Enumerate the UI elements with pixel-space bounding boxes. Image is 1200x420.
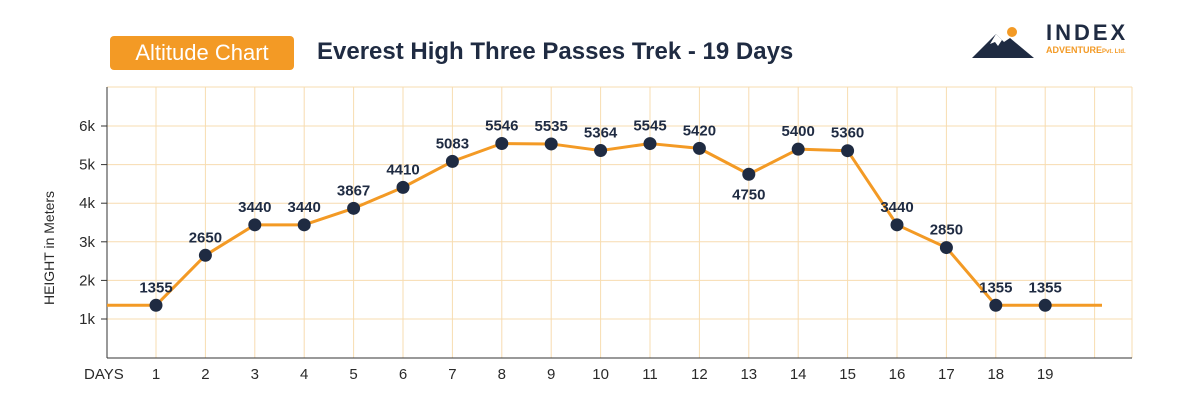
brand-sub-main: ADVENTURE — [1046, 45, 1103, 55]
data-point-day-19 — [1038, 298, 1052, 312]
data-point-day-7 — [445, 154, 459, 168]
data-label-day-13: 4750 — [732, 186, 765, 203]
grid — [107, 86, 1133, 358]
y-tick-label-4k: 4k — [79, 195, 95, 212]
data-label-day-9: 5535 — [535, 118, 568, 135]
data-labels: 1355 2650 3440 3440 3867 4410 5083 5546 5535 5364… — [139, 118, 1062, 297]
x-tick-label-3: 3 — [251, 366, 259, 383]
y-tick-label-3k: 3k — [79, 234, 95, 251]
x-tick-label-12: 12 — [691, 366, 708, 383]
data-label-day-15: 5360 — [831, 125, 864, 142]
x-tick-label-15: 15 — [839, 366, 856, 383]
x-tick-label-4: 4 — [300, 366, 308, 383]
data-point-day-2 — [198, 248, 212, 262]
data-point-day-12 — [692, 141, 706, 155]
x-tick-label-13: 13 — [740, 366, 757, 383]
brand-sub-suffix: Pvt. Ltd. — [1102, 49, 1126, 55]
data-label-day-3: 3440 — [238, 199, 271, 216]
data-point-day-1 — [149, 298, 163, 312]
x-axis-title: DAYS — [84, 366, 124, 383]
data-point-day-6 — [396, 180, 410, 194]
x-tick-label-6: 6 — [399, 366, 407, 383]
data-label-day-11: 5545 — [633, 118, 666, 135]
x-tick-label-19: 19 — [1037, 366, 1054, 383]
data-label-day-4: 3440 — [288, 199, 321, 216]
data-label-day-17: 2850 — [930, 222, 963, 239]
data-label-day-18: 1355 — [979, 279, 1012, 296]
data-point-day-11 — [643, 137, 657, 151]
data-point-day-16 — [890, 218, 904, 232]
x-tick-label-9: 9 — [547, 366, 555, 383]
data-label-day-1: 1355 — [139, 279, 172, 296]
data-point-day-8 — [495, 137, 509, 151]
data-point-day-17 — [939, 241, 953, 255]
data-point-day-3 — [248, 218, 262, 232]
data-point-day-13 — [742, 167, 756, 181]
data-label-day-12: 5420 — [683, 122, 716, 139]
data-points — [149, 137, 1052, 312]
x-tick-label-1: 1 — [152, 366, 160, 383]
y-axis-title: HEIGHT in Meters — [41, 191, 57, 305]
mountain-sun-logo-icon — [972, 27, 1034, 58]
x-tick-label-17: 17 — [938, 366, 955, 383]
data-point-day-10 — [594, 144, 608, 158]
x-tick-label-5: 5 — [349, 366, 357, 383]
chart-title: Everest High Three Passes Trek - 19 Days — [317, 38, 794, 65]
chart-badge: Altitude Chart — [110, 36, 294, 70]
x-tick-label-18: 18 — [987, 366, 1004, 383]
x-tick-label-2: 2 — [201, 366, 209, 383]
data-point-day-18 — [989, 298, 1003, 312]
brand-name: INDEX — [1046, 20, 1129, 45]
x-tick-label-10: 10 — [592, 366, 609, 383]
data-point-day-5 — [347, 201, 361, 215]
data-point-day-9 — [544, 137, 558, 151]
data-point-day-15 — [841, 144, 855, 158]
data-point-day-4 — [297, 218, 311, 232]
x-tick-label-14: 14 — [790, 366, 807, 383]
data-label-day-8: 5546 — [485, 118, 518, 135]
data-label-day-6: 4410 — [386, 161, 419, 178]
data-label-day-7: 5083 — [436, 135, 469, 152]
y-tick-label-1k: 1k — [79, 311, 95, 328]
data-label-day-10: 5364 — [584, 125, 618, 142]
y-tick-label-6k: 6k — [79, 118, 95, 135]
x-tick-label-11: 11 — [642, 366, 658, 383]
brand-subtitle: ADVENTUREPvt. Ltd. — [1046, 45, 1126, 55]
data-point-day-14 — [791, 142, 805, 156]
x-tick-label-16: 16 — [889, 366, 906, 383]
y-tick-label-5k: 5k — [79, 157, 95, 174]
data-label-day-5: 3867 — [337, 182, 370, 199]
y-tick-label-2k: 2k — [79, 272, 95, 289]
data-label-day-2: 2650 — [189, 229, 222, 246]
data-label-day-16: 3440 — [880, 199, 913, 216]
x-tick-label-7: 7 — [448, 366, 456, 383]
x-tick-label-8: 8 — [498, 366, 506, 383]
data-label-day-14: 5400 — [782, 123, 815, 140]
data-label-day-19: 1355 — [1029, 279, 1062, 296]
